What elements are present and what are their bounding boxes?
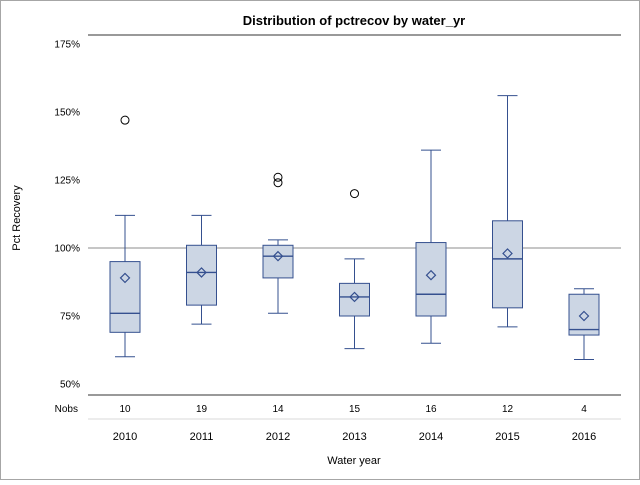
x-category-label-2012: 2012 bbox=[266, 431, 290, 443]
nobs-value-2013: 15 bbox=[349, 404, 361, 415]
nobs-value-2011: 19 bbox=[196, 404, 208, 415]
mean-diamond-marker-2016 bbox=[578, 310, 590, 322]
x-axis-label: Water year bbox=[327, 455, 381, 467]
mean-diamond-marker-2011 bbox=[196, 267, 207, 278]
nobs-value-2012: 14 bbox=[272, 404, 284, 415]
x-category-label-2014: 2014 bbox=[419, 431, 443, 443]
iqr-box-2013 bbox=[339, 282, 370, 317]
iqr-box-2010 bbox=[109, 261, 141, 333]
iqr-box-2016 bbox=[568, 293, 600, 336]
mean-diamond-marker-2013 bbox=[349, 291, 360, 303]
y-axis-label: Pct Recovery bbox=[11, 185, 23, 251]
plot-area: 50% 75% 100% 125% 150% 175% 10 2010 19 2011 14 2012… bbox=[54, 34, 621, 443]
nobs-value-2014: 16 bbox=[425, 404, 437, 415]
mean-diamond-marker-2010 bbox=[119, 272, 131, 284]
chart-title: Distribution of pctrecov by water_yr bbox=[243, 13, 466, 28]
outlier-marker-2010 bbox=[120, 115, 130, 125]
x-category-label-2010: 2010 bbox=[113, 431, 137, 443]
nobs-value-2015: 12 bbox=[502, 404, 514, 415]
nobs-row-label: Nobs bbox=[55, 404, 78, 415]
y-tick-label: 125% bbox=[54, 176, 80, 187]
outlier-marker-2012 bbox=[273, 178, 283, 188]
iqr-box-2015 bbox=[492, 220, 523, 309]
x-category-label-2011: 2011 bbox=[190, 431, 214, 443]
iqr-box-2012 bbox=[262, 244, 294, 279]
outlier-marker-2012 bbox=[273, 172, 283, 182]
mean-diamond-marker-2012 bbox=[272, 250, 284, 262]
y-tick-label: 100% bbox=[54, 244, 80, 255]
y-tick-label: 50% bbox=[60, 380, 80, 391]
nobs-value-2016: 4 bbox=[581, 404, 587, 415]
outlier-marker-2013 bbox=[350, 189, 359, 199]
x-category-label-2013: 2013 bbox=[342, 431, 366, 443]
x-category-label-2016: 2016 bbox=[572, 431, 596, 443]
y-tick-label: 175% bbox=[54, 40, 80, 51]
mean-diamond-marker-2015 bbox=[502, 248, 513, 259]
mean-diamond-marker-2014 bbox=[425, 269, 437, 281]
y-tick-label: 75% bbox=[60, 312, 80, 323]
y-tick-label: 150% bbox=[54, 108, 80, 119]
iqr-box-2011 bbox=[186, 244, 217, 306]
nobs-value-2010: 10 bbox=[119, 404, 131, 415]
x-category-label-2015: 2015 bbox=[495, 431, 519, 443]
